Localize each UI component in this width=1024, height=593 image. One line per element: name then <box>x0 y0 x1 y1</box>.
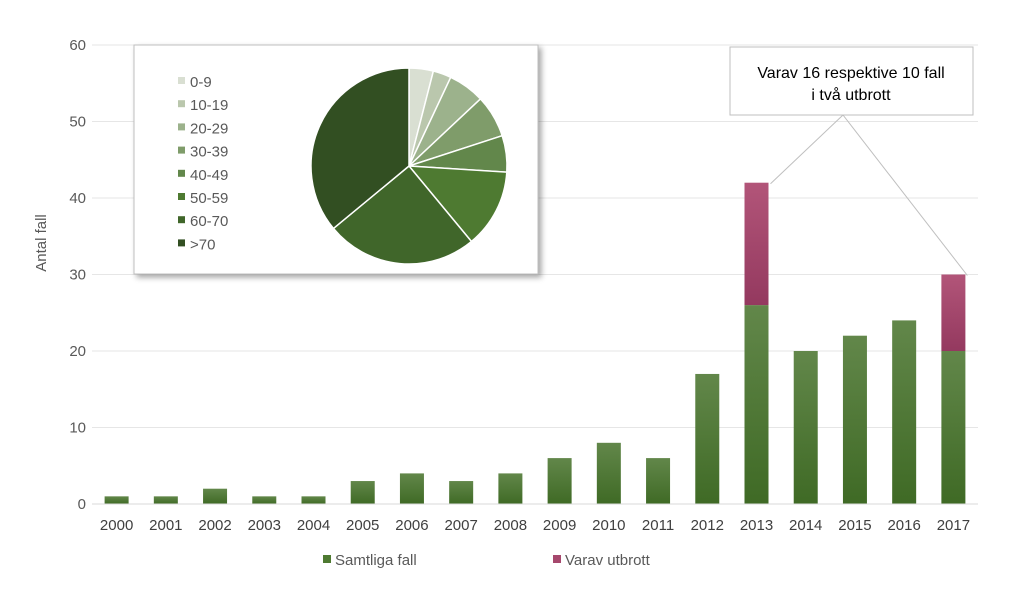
pie-legend-label: 20-29 <box>190 120 228 137</box>
annotation: Varav 16 respektive 10 fall i två utbrot… <box>729 46 974 276</box>
bar-varav-utbrott-2017 <box>941 274 966 351</box>
bars <box>104 182 966 504</box>
bar-samtliga-fall-2007 <box>449 481 474 504</box>
pie-legend-label: 50-59 <box>190 190 228 207</box>
bar-samtliga-fall-2012 <box>695 373 720 504</box>
pie-legend: 0-9 10-19 20-29 30-39 40-49 50-59 60-70 >70 <box>178 74 228 253</box>
legend: Samtliga fall Varav utbrott <box>323 552 651 569</box>
y-tick-labels: 0 10 20 30 40 50 60 <box>69 37 86 513</box>
annotation-line-2: i två utbrott <box>811 86 891 104</box>
pie-legend-swatch <box>178 169 185 177</box>
pie-legend-label: 0-9 <box>190 74 212 91</box>
annotation-leader-line <box>770 114 844 185</box>
pie-legend-label: >70 <box>190 236 215 253</box>
bar-samtliga-fall-2013 <box>744 305 769 504</box>
pie-slice-50-59 <box>407 165 508 243</box>
x-tick-label: 2017 <box>937 517 970 534</box>
y-tick-label: 10 <box>69 420 86 437</box>
bar-samtliga-fall-2010 <box>596 442 621 504</box>
bar-samtliga-fall-2002 <box>203 488 228 504</box>
x-tick-label: 2012 <box>691 517 724 534</box>
x-tick-label: 2004 <box>297 517 330 534</box>
bar-samtliga-fall-2003 <box>252 496 277 504</box>
x-tick-label: 2003 <box>248 517 281 534</box>
x-tick-label: 2008 <box>494 517 527 534</box>
x-tick-label: 2007 <box>444 517 477 534</box>
x-tick-label: 2006 <box>395 517 428 534</box>
y-tick-label: 0 <box>78 496 86 513</box>
x-tick-label: 2011 <box>642 517 674 534</box>
pie-legend-label: 30-39 <box>190 144 228 161</box>
pie-legend-label: 40-49 <box>190 167 228 184</box>
annotation-box <box>729 46 974 116</box>
bar-samtliga-fall-2017 <box>941 351 966 504</box>
x-tick-label: 2001 <box>149 517 182 534</box>
x-tick-label: 2002 <box>198 517 231 534</box>
x-tick-label: 2014 <box>789 517 822 534</box>
y-tick-label: 20 <box>69 343 86 360</box>
bar-samtliga-fall-2001 <box>153 496 178 504</box>
x-tick-label: 2013 <box>740 517 773 534</box>
bar-samtliga-fall-2000 <box>104 496 129 504</box>
x-tick-label: 2016 <box>887 517 920 534</box>
y-tick-label: 30 <box>69 267 86 284</box>
bar-samtliga-fall-2006 <box>399 473 424 504</box>
legend-swatch-samtliga-fall <box>323 555 331 563</box>
annotation-line-1: Varav 16 respektive 10 fall <box>757 65 944 82</box>
pie-inset: 0-9 10-19 20-29 30-39 40-49 50-59 60-70 >70 <box>133 44 539 275</box>
x-tick-label: 2010 <box>592 517 625 534</box>
pie-legend-swatch <box>178 123 185 131</box>
y-axis-label: Antal fall <box>33 214 50 272</box>
x-tick-label: 2015 <box>838 517 871 534</box>
annotation-leader-lines <box>770 114 968 276</box>
bar-varav-utbrott-2013 <box>744 182 769 306</box>
pie-slice-60-70 <box>332 164 473 265</box>
pie-legend-label: 10-19 <box>190 97 228 114</box>
annotation-leader-line <box>842 114 968 276</box>
bar-samtliga-fall-2011 <box>646 458 671 504</box>
pie-legend-swatch <box>178 216 185 224</box>
bar-samtliga-fall-2015 <box>842 335 867 504</box>
bar-samtliga-fall-2016 <box>892 320 917 504</box>
pie-legend-swatch <box>178 77 185 84</box>
bar-samtliga-fall-2005 <box>350 481 375 504</box>
pie-legend-swatch <box>178 146 185 154</box>
legend-swatch-varav-utbrott <box>553 555 561 563</box>
y-tick-label: 40 <box>69 190 86 207</box>
pie-legend-label: 60-70 <box>190 213 228 230</box>
y-tick-label: 60 <box>69 37 86 54</box>
legend-label-varav-utbrott: Varav utbrott <box>565 552 651 569</box>
pie-slice-over-70 <box>310 67 410 230</box>
pie-legend-swatch <box>178 239 185 247</box>
pie-legend-swatch <box>178 100 185 108</box>
x-tick-label: 2005 <box>346 517 379 534</box>
bar-samtliga-fall-2008 <box>498 473 523 504</box>
y-tick-label: 50 <box>69 114 86 131</box>
bar-samtliga-fall-2009 <box>547 458 572 504</box>
legend-label-samtliga-fall: Samtliga fall <box>335 552 417 569</box>
pie-legend-swatch <box>178 193 185 200</box>
x-tick-labels: 2000 2001 2002 2003 2004 2005 2006 2007 2008 2009… <box>100 517 970 534</box>
pie <box>310 67 508 265</box>
bar-samtliga-fall-2004 <box>301 496 326 504</box>
x-tick-label: 2000 <box>100 517 133 534</box>
bar-samtliga-fall-2014 <box>793 351 818 504</box>
x-tick-label: 2009 <box>543 517 576 534</box>
